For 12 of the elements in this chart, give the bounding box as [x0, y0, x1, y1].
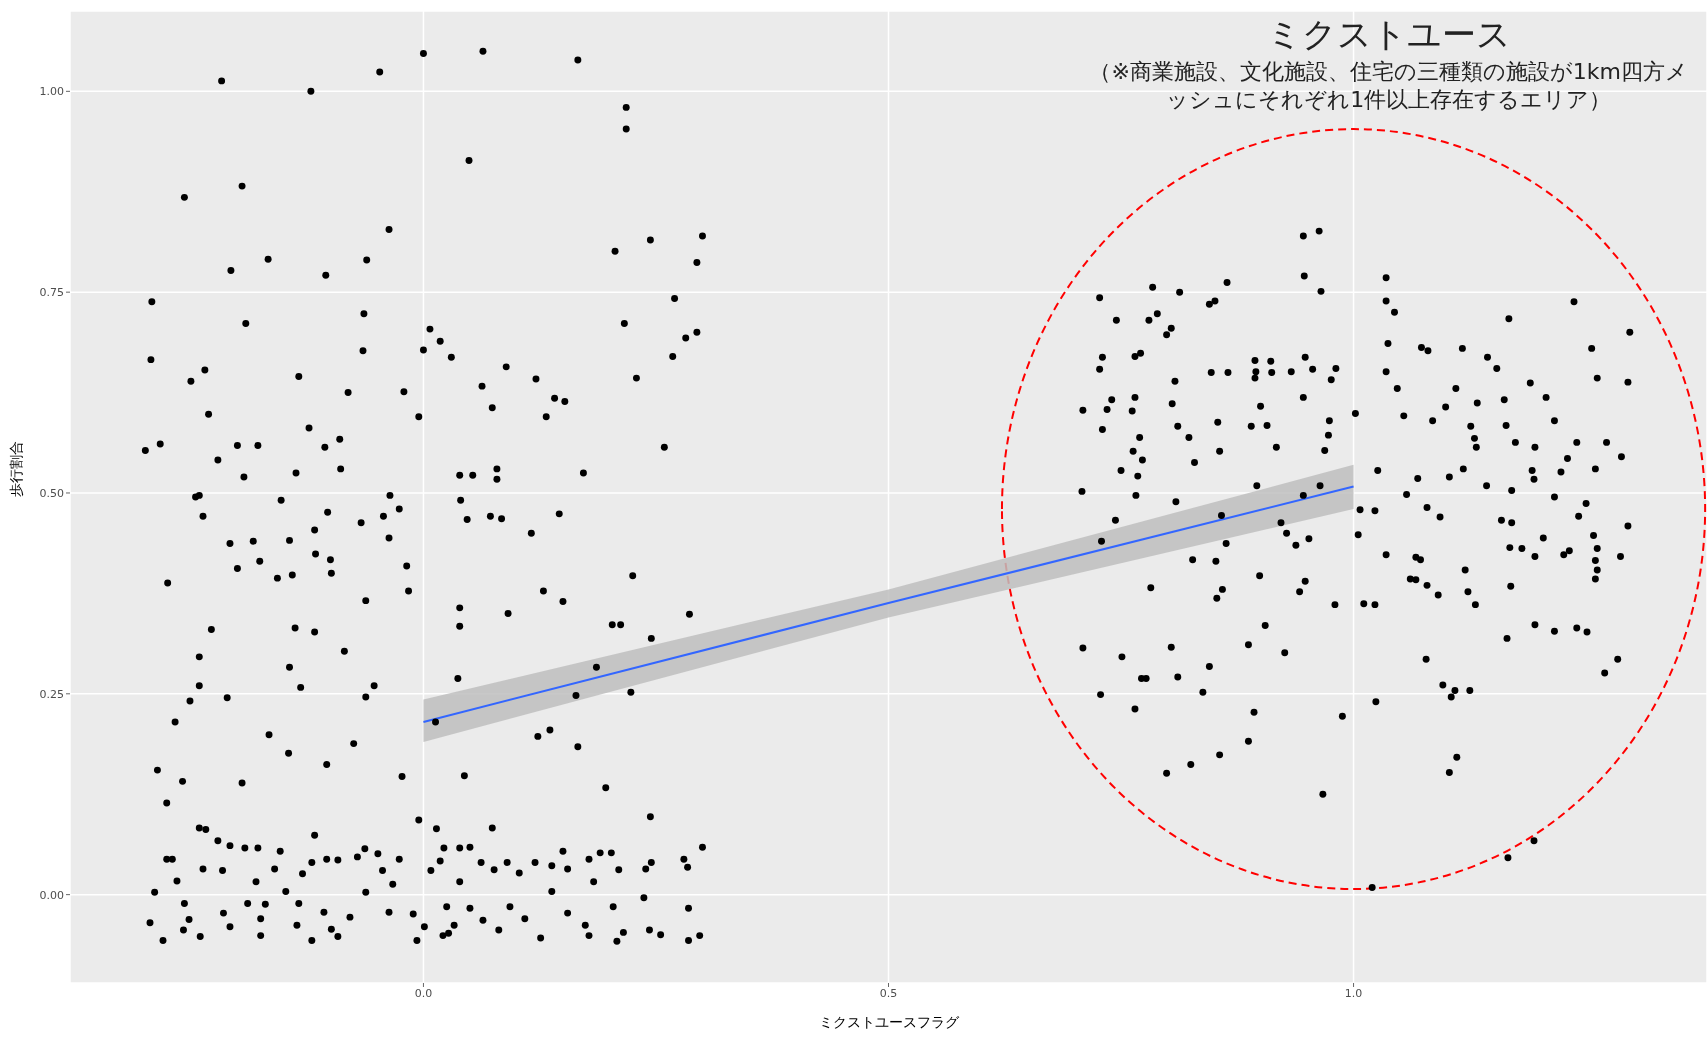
- annotation: （※商業施設、文化施設、住宅の三種類の施設が1km四方メッシュにそれぞれ1件以上存在するエリア）: [1088, 58, 1690, 113]
- y-tick-label: 0.75: [39, 286, 64, 300]
- y-tick-label: 0.00: [39, 888, 64, 902]
- annotation: ミクストユース: [1265, 13, 1512, 56]
- y-tick-label: 0.25: [39, 687, 64, 701]
- x-tick-label: 0.0: [414, 986, 433, 1000]
- y-axis-title: 歩行割合: [7, 441, 24, 497]
- y-tick-label: 1.00: [39, 85, 64, 99]
- x-tick-label: 0.5: [879, 986, 898, 1000]
- y-tick-label: 0.50: [39, 486, 64, 500]
- x-axis-title: ミクストユースフラグ: [818, 1014, 960, 1030]
- x-tick-label: 1.0: [1344, 986, 1363, 1000]
